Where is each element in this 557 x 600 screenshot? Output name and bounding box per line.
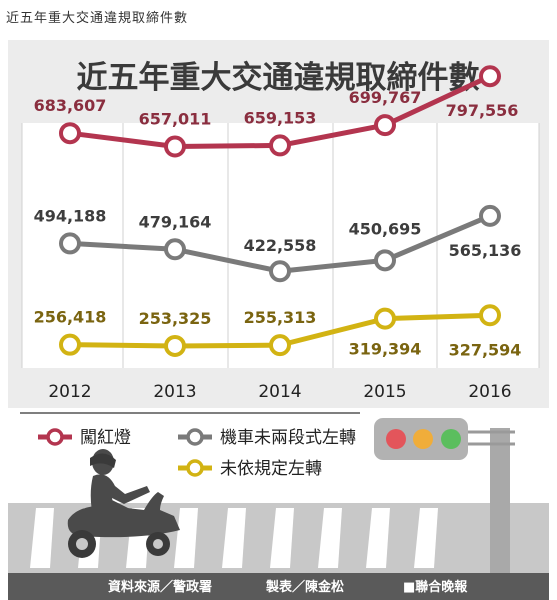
data-point bbox=[479, 204, 501, 227]
data-label: 797,556 bbox=[446, 101, 519, 120]
footer-source: 資料來源／警政署 bbox=[108, 579, 212, 595]
data-label: 479,164 bbox=[139, 212, 212, 231]
data-point bbox=[59, 122, 81, 145]
data-point bbox=[479, 65, 501, 88]
data-point bbox=[59, 232, 81, 255]
data-label: 255,313 bbox=[244, 308, 317, 327]
data-point bbox=[164, 334, 186, 357]
data-label: 256,418 bbox=[34, 308, 107, 327]
data-point bbox=[164, 135, 186, 158]
footer-publisher: ■聯合晚報 bbox=[403, 579, 468, 595]
data-point bbox=[269, 334, 291, 357]
page-caption: 近五年重大交通違規取締件數 bbox=[6, 11, 189, 26]
data-label: 319,394 bbox=[349, 340, 422, 359]
red-light-lamp bbox=[386, 429, 406, 449]
series-red-light: 683,607 657,011 659,153 699,767 797,556 bbox=[34, 65, 519, 158]
legend-label: 未依規定左轉 bbox=[220, 459, 322, 479]
crosswalk-stripe bbox=[270, 508, 294, 568]
legend-item: 未依規定左轉 bbox=[178, 459, 322, 479]
legend-item: 機車未兩段式左轉 bbox=[178, 428, 356, 448]
x-tick-label: 2013 bbox=[153, 382, 196, 402]
gridlines bbox=[21, 123, 540, 368]
data-label: 327,594 bbox=[449, 340, 522, 359]
data-label: 657,011 bbox=[139, 109, 212, 128]
data-label: 565,136 bbox=[449, 241, 522, 260]
legend-marker bbox=[186, 459, 204, 477]
crosswalk-stripe bbox=[366, 508, 390, 568]
traffic-light-icon bbox=[374, 418, 515, 576]
crosswalk-stripe bbox=[414, 508, 438, 568]
amber-light-lamp bbox=[413, 429, 433, 449]
x-tick-label: 2015 bbox=[363, 382, 406, 402]
data-label: 422,558 bbox=[244, 236, 317, 255]
data-point bbox=[374, 249, 396, 272]
data-label: 659,153 bbox=[244, 108, 317, 127]
legend-label: 闖紅燈 bbox=[80, 428, 131, 448]
crosswalk-stripe bbox=[30, 508, 54, 568]
data-point bbox=[269, 260, 291, 283]
data-label: 683,607 bbox=[34, 96, 107, 115]
legend-area bbox=[8, 408, 549, 503]
motorcycle-rider-icon bbox=[67, 449, 180, 558]
x-tick-label: 2016 bbox=[468, 382, 511, 402]
data-label: 699,767 bbox=[349, 88, 422, 107]
data-point bbox=[374, 307, 396, 330]
x-tick-label: 2012 bbox=[48, 382, 91, 402]
crosswalk-stripe bbox=[318, 508, 342, 568]
green-light-lamp bbox=[441, 429, 461, 449]
data-point bbox=[59, 333, 81, 356]
data-label: 450,695 bbox=[349, 219, 422, 238]
series-illegal-left-turn: 256,418 253,325 255,313 319,394 327,594 bbox=[34, 304, 522, 359]
crosswalk-stripe bbox=[222, 508, 246, 568]
legend-marker bbox=[186, 428, 204, 446]
data-point bbox=[479, 304, 501, 327]
series-motorcycle-left-turn: 494,188 479,164 422,558 450,695 565,136 bbox=[34, 204, 522, 283]
legend-label: 機車未兩段式左轉 bbox=[220, 428, 356, 448]
data-label: 253,325 bbox=[139, 309, 212, 328]
x-tick-label: 2014 bbox=[258, 382, 301, 402]
chart-title: 近五年重大交通違規取締件數 bbox=[77, 60, 480, 96]
data-label: 494,188 bbox=[34, 206, 107, 225]
legend-marker bbox=[46, 428, 64, 446]
legend-item: 闖紅燈 bbox=[38, 428, 131, 448]
data-point bbox=[164, 238, 186, 261]
x-axis: 2012 2013 2014 2015 2016 bbox=[48, 382, 511, 402]
series-layer: 683,607 657,011 659,153 699,767 797,556 494,1… bbox=[34, 65, 522, 359]
data-point bbox=[269, 134, 291, 157]
footer-producer: 製表／陳金松 bbox=[265, 579, 344, 595]
footer-bar bbox=[8, 573, 549, 600]
data-point bbox=[374, 114, 396, 137]
crosswalk-stripe bbox=[174, 508, 198, 568]
